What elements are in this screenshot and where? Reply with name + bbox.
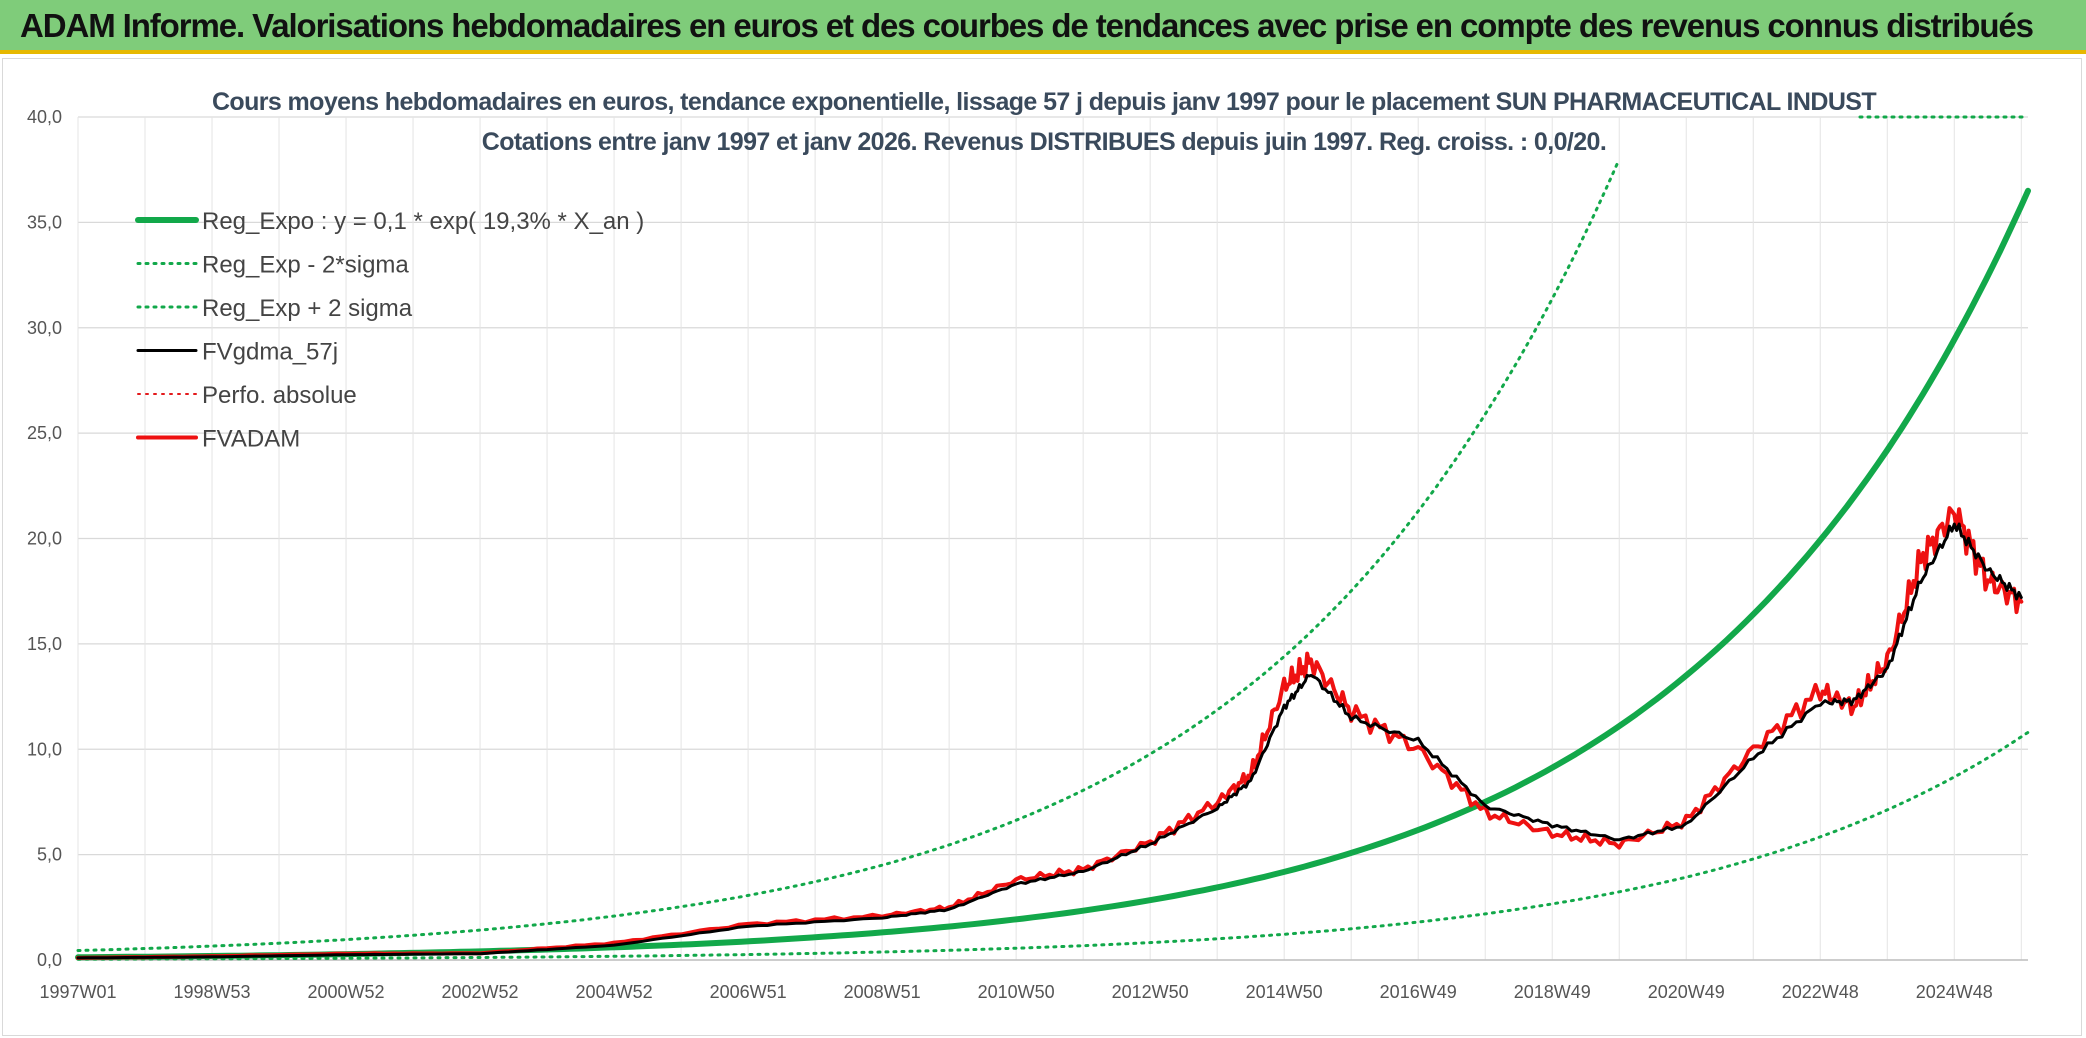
x-tick-label: 2004W52: [576, 982, 653, 1002]
x-tick-label: 2002W52: [442, 982, 519, 1002]
report-title: ADAM Informe. Valorisations hebdomadaire…: [20, 7, 2034, 44]
x-tick-label: 2014W50: [1246, 982, 1323, 1002]
series-line-fvgdma-57j: [76, 522, 2023, 960]
chart-frame: [2, 58, 2082, 1036]
x-tick-label: 2010W50: [978, 982, 1055, 1002]
y-tick-label: 20,0: [27, 529, 62, 549]
y-tick-label: 5,0: [37, 845, 62, 865]
x-tick-label: 2018W49: [1514, 982, 1591, 1002]
y-tick-label: 0,0: [37, 950, 62, 970]
x-tick-label: 2020W49: [1648, 982, 1725, 1002]
y-tick-label: 25,0: [27, 423, 62, 443]
x-tick-label: 1997W01: [39, 982, 116, 1002]
series-line-reg-exp-2-sigma: [76, 157, 1621, 952]
y-tick-label: 30,0: [27, 318, 62, 338]
series-line-reg-exp-2-sigma: [76, 730, 2030, 961]
y-tick-label: 10,0: [27, 739, 62, 759]
legend-label: Perfo. absolue: [202, 382, 357, 409]
y-tick-label: 40,0: [27, 107, 62, 127]
x-tick-label: 2006W51: [710, 982, 787, 1002]
x-tick-label: 2012W50: [1112, 982, 1189, 1002]
x-tick-label: 2022W48: [1782, 982, 1859, 1002]
legend-label: FVgdma_57j: [202, 339, 338, 366]
y-axis-ticks: 0,0 5,0 10,0 15,0 20,0 25,0 30,0 35,0 40,0: [27, 107, 62, 970]
x-tick-label: 2008W51: [844, 982, 921, 1002]
x-axis-ticks: 1997W01 1998W53 2000W52 2002W52 2004W52 2006W…: [39, 982, 1992, 1002]
legend-label: Reg_Exp - 2*sigma: [202, 252, 409, 279]
x-tick-label: 2016W49: [1380, 982, 1457, 1002]
chart-subtitle: Cotations entre janv 1997 et janv 2026. …: [482, 128, 1606, 156]
series-layer: [75, 115, 2031, 961]
series-line-fvadam: [76, 506, 2024, 960]
legend-label: Reg_Exp + 2 sigma: [202, 295, 413, 322]
report-header: ADAM Informe. Valorisations hebdomadaire…: [0, 0, 2086, 54]
x-tick-label: 2024W48: [1916, 982, 1993, 1002]
chart-title: Cours moyens hebdomadaires en euros, ten…: [212, 88, 1876, 116]
chart-grid: [77, 116, 2028, 961]
y-tick-label: 35,0: [27, 212, 62, 232]
x-tick-label: 1998W53: [173, 982, 250, 1002]
x-tick-label: 2000W52: [308, 982, 385, 1002]
legend-label: Reg_Expo : y = 0,1 * exp( 19,3% * X_an ): [202, 208, 644, 235]
chart-legend: Reg_Expo : y = 0,1 * exp( 19,3% * X_an )…: [135, 208, 644, 453]
legend-label: FVADAM: [202, 426, 300, 453]
y-tick-label: 15,0: [27, 634, 62, 654]
